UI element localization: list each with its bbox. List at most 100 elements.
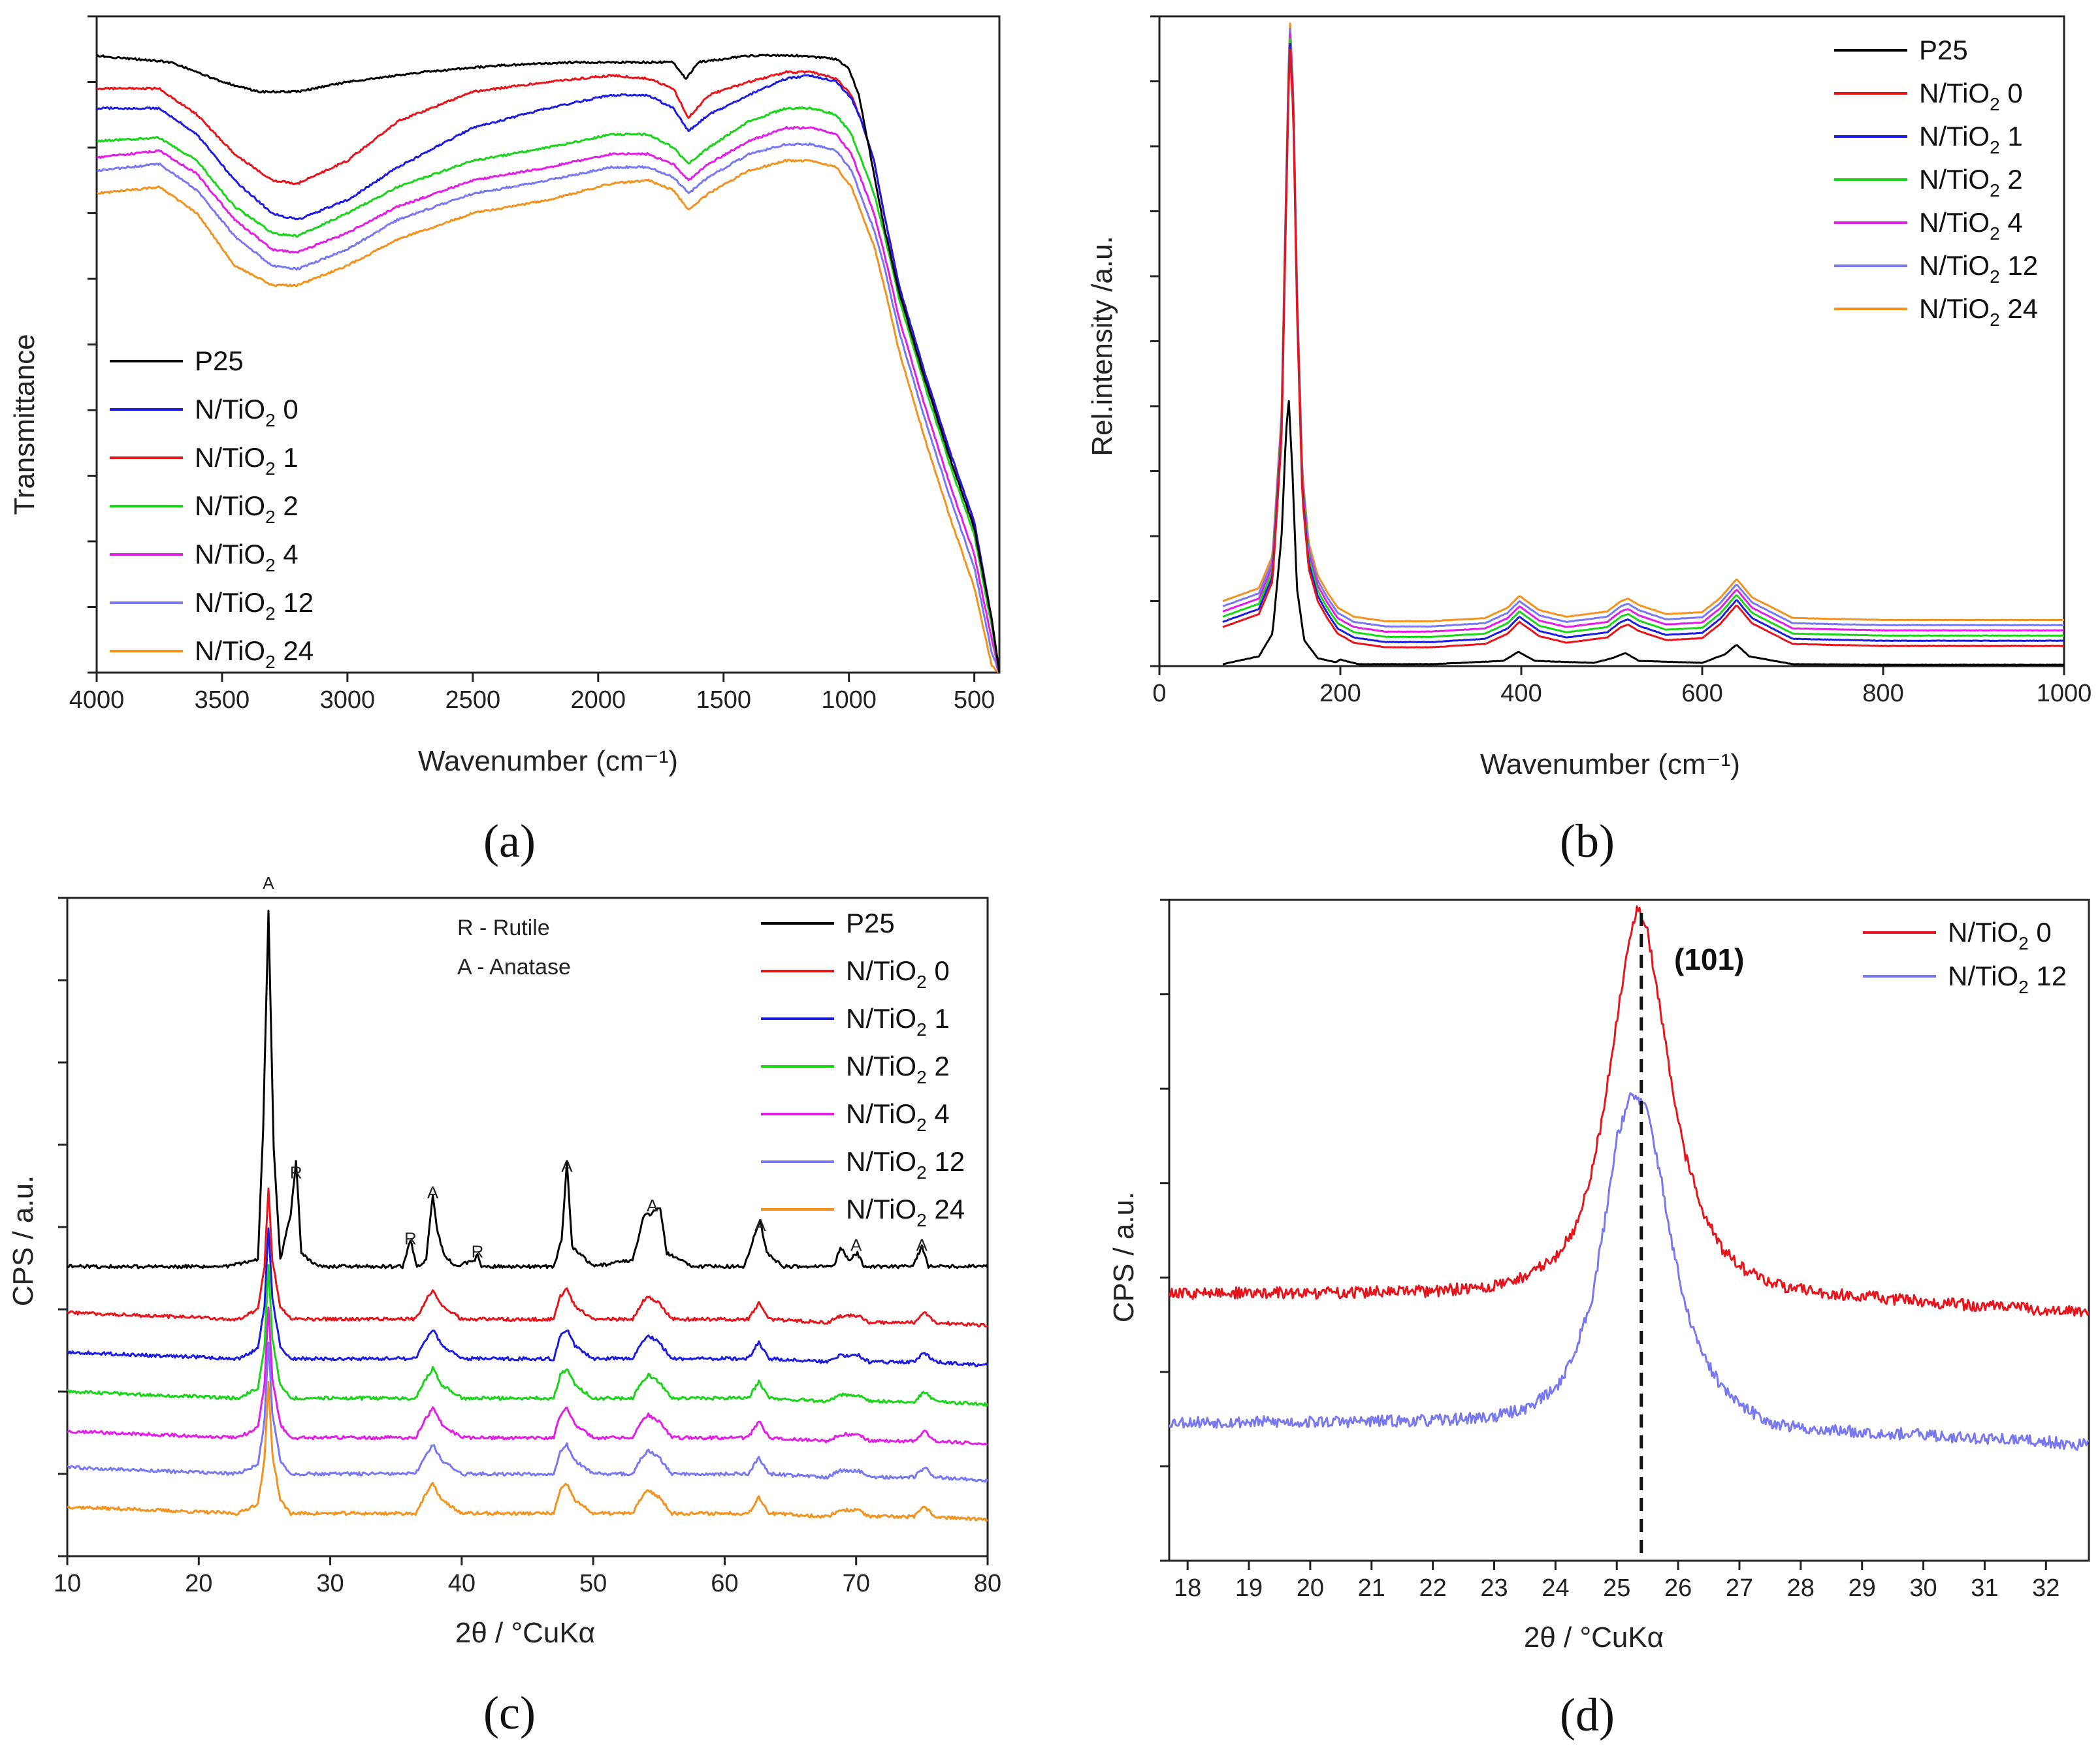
panel-b-x-tick-label: 400: [1500, 680, 1542, 707]
panel-c-peak-label: R: [472, 1241, 484, 1261]
panel-d-x-tick-label: 19: [1235, 1574, 1263, 1602]
panel-d-x-tick-label: 22: [1419, 1574, 1446, 1602]
panel-d-x-tick-label: 21: [1358, 1574, 1385, 1602]
panel-d-legend-label: N/TiO2 0: [1948, 917, 2052, 953]
panel-b-series-n-tio2-4: [1222, 33, 2064, 633]
panel-c-series-n-tio2-12: [67, 1341, 988, 1483]
panel-b-series-n-tio2-12: [1222, 27, 2064, 628]
panel-c-peak-label: R: [404, 1228, 417, 1248]
panel-d-x-tick-label: 31: [1971, 1574, 1998, 1602]
panel-d-label: (d): [1560, 1689, 1615, 1741]
panel-a-series-n-tio2-2: [97, 106, 999, 673]
panel-b-legend-label: N/TiO2 4: [1919, 207, 2023, 244]
panel-d-x-tick-label: 30: [1909, 1574, 1937, 1602]
panel-c-peak-label: A: [427, 1183, 439, 1202]
panel-c-x-axis-title: 2θ / °CuKα: [455, 1617, 595, 1649]
panel-c-key-rutile: R - Rutile: [457, 916, 550, 940]
panel-c-x-tick-label: 50: [579, 1570, 607, 1597]
panel-b-legend-label: N/TiO2 0: [1919, 78, 2023, 114]
panel-d-x-tick-label: 25: [1603, 1574, 1630, 1602]
panel-d-x-tick-label: 24: [1542, 1574, 1569, 1602]
panel-b-series-n-tio2-2: [1222, 38, 2064, 638]
panel-a-ftir-chart: 4000 3500 3000 2500 2000 1500 1000 500 P25 N/TiO2…: [8, 15, 1001, 867]
panel-d-x-tick-label: 28: [1787, 1574, 1815, 1602]
panel-b-series-group: [1222, 22, 2064, 666]
panel-c-x-tick-label: 20: [185, 1570, 212, 1597]
panel-a-legend-label: N/TiO2 1: [195, 442, 299, 479]
panel-a-legend-label: N/TiO2 4: [195, 539, 299, 575]
panel-c-series-n-tio2-1: [67, 1227, 988, 1367]
panel-b-legend-label: N/TiO2 2: [1919, 164, 2023, 200]
panel-c-x-tick-label: 70: [843, 1570, 870, 1597]
panel-b-legend-label: P25: [1919, 35, 1968, 65]
panel-c-x-tick-label: 30: [316, 1570, 344, 1597]
panel-c-xrd-chart: 10 20 30 40 50 60 70 80 A R R A R A A A A A P25 N/TiO2 0 N/T…: [7, 873, 1001, 1739]
panel-c-peak-label: A: [561, 1156, 573, 1175]
panel-b-plot-area: 0 200 400 600 800 1000 P25 N/TiO2 0 N/TiO2 1 N/Ti…: [1150, 15, 2092, 707]
panel-c-legend-label: N/TiO2 4: [846, 1098, 950, 1135]
panel-b-raman-chart: 0 200 400 600 800 1000 P25 N/TiO2 0 N/TiO2 1 N/Ti…: [1086, 15, 2092, 867]
panel-a-series-n-tio2-1: [97, 70, 999, 673]
panel-a-x-tick-label: 1000: [821, 686, 877, 714]
panel-b-series-p25: [1222, 400, 2064, 666]
panel-b-legend-label: N/TiO2 24: [1919, 293, 2038, 330]
panel-b-series-n-tio2-24: [1222, 22, 2064, 623]
panel-c-key-anatase: A - Anatase: [457, 955, 571, 980]
panel-b-label: (b): [1560, 815, 1615, 867]
panel-d-x-tick-label: 27: [1726, 1574, 1753, 1602]
panel-c-legend-label: N/TiO2 24: [846, 1194, 965, 1230]
panel-c-peak-label: A: [754, 1215, 766, 1235]
panel-a-x-tick-label: 3500: [195, 686, 250, 714]
panel-c-series-n-tio2-0: [67, 1187, 988, 1328]
panel-c-peak-label: A: [263, 873, 274, 893]
panel-c-series-p25: [67, 910, 988, 1269]
panel-a-series-n-tio2-24: [97, 159, 999, 673]
panel-c-x-tick-label: 40: [448, 1570, 476, 1597]
panel-a-x-tick-label: 2000: [571, 686, 626, 714]
panel-d-frame: [1168, 899, 2090, 1562]
panel-c-legend-label: N/TiO2 0: [846, 955, 950, 992]
panel-a-legend-label: N/TiO2 0: [195, 394, 299, 430]
panel-a-x-axis-title: Wavenumber (cm⁻¹): [418, 745, 678, 777]
panel-d-y-axis-title: CPS / a.u.: [1108, 1192, 1140, 1323]
panel-a-x-tick-label: 2500: [445, 686, 501, 714]
panel-d-legend-label: N/TiO2 12: [1948, 961, 2067, 997]
panel-d-x-tick-label: 26: [1664, 1574, 1692, 1602]
panel-a-series-n-tio2-12: [97, 142, 999, 673]
panel-a-label: (a): [483, 815, 536, 867]
panel-c-plot-area: 10 20 30 40 50 60 70 80 A R R A R A A A A A P25 N/TiO2 0 N/T…: [54, 873, 1001, 1597]
panel-b-x-tick-label: 200: [1319, 680, 1361, 707]
panel-d-series-n-tio2-0: [1169, 905, 2089, 1317]
panel-c-label: (c): [483, 1687, 536, 1739]
panel-b-x-axis-title: Wavenumber (cm⁻¹): [1480, 748, 1740, 780]
panel-c-x-tick-label: 80: [974, 1570, 1001, 1597]
panel-b-x-tick-label: 0: [1152, 680, 1166, 707]
panel-d-x-tick-label: 23: [1480, 1574, 1508, 1602]
panel-c-peak-label: A: [647, 1196, 658, 1215]
panel-c-peak-label: A: [850, 1235, 862, 1254]
panel-d-series-n-tio2-12: [1169, 1092, 2089, 1451]
panel-a-x-tick-label: 500: [954, 686, 995, 714]
panel-a-series-n-tio2-4: [97, 125, 999, 673]
panel-c-series-n-tio2-24: [67, 1381, 988, 1522]
panel-a-legend-label: N/TiO2 24: [195, 635, 314, 672]
panel-c-legend-label: N/TiO2 1: [846, 1003, 950, 1040]
panel-a-legend-label: P25: [195, 345, 244, 376]
panel-b-legend-label: N/TiO2 12: [1919, 250, 2038, 287]
panel-c-peak-label: A: [916, 1235, 928, 1254]
panel-d-plot-area: 18 19 20 21 22 23 24 25 26 27 28 29 30 31 32 N/TiO2 0 N/…: [1160, 899, 2090, 1602]
panel-a-series-p25: [97, 54, 999, 673]
panel-a-x-tick-label: 3000: [320, 686, 376, 714]
panel-a-series-n-tio2-0: [97, 74, 999, 673]
panel-d-x-axis-title: 2θ / °CuKα: [1524, 1621, 1664, 1653]
panel-d-reference-label: (101): [1674, 942, 1744, 976]
panel-b-x-tick-label: 600: [1681, 680, 1722, 707]
panel-a-legend-label: N/TiO2 12: [195, 587, 314, 624]
panel-d-x-tick-label: 32: [2032, 1574, 2060, 1602]
panel-c-legend-label: P25: [846, 908, 895, 938]
panel-b-x-tick-label: 1000: [2037, 680, 2092, 707]
panel-c-peak-label: R: [290, 1163, 302, 1183]
panel-a-y-axis-title: Transmittance: [8, 334, 40, 515]
panel-d-xrd-zoom-chart: 18 19 20 21 22 23 24 25 26 27 28 29 30 31 32 N/TiO2 0 N/…: [1108, 899, 2090, 1741]
panel-c-y-axis-title: CPS / a.u.: [7, 1175, 39, 1307]
